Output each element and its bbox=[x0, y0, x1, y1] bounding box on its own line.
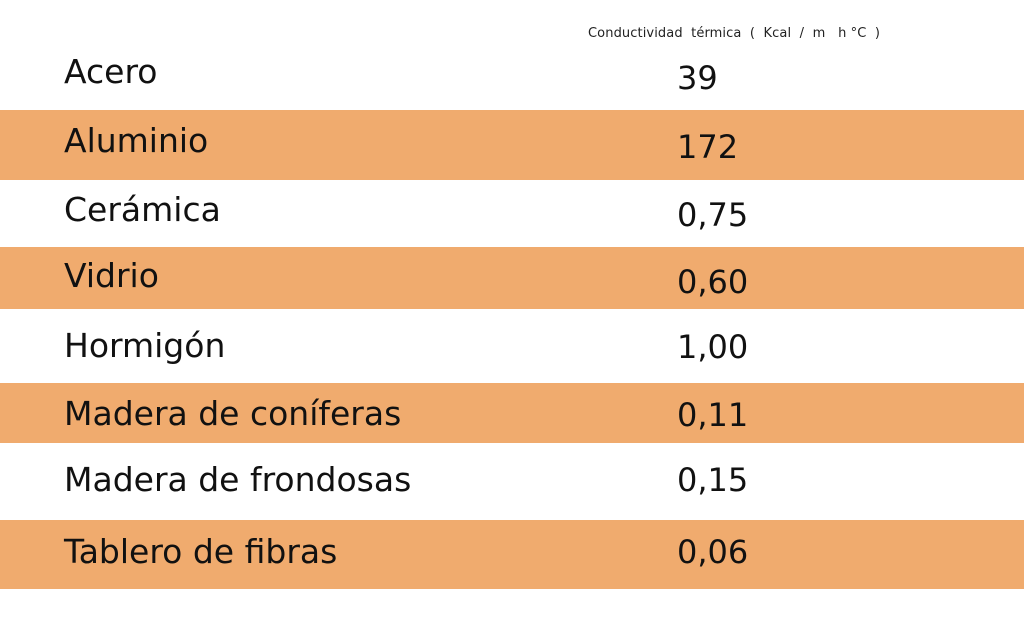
table-row: Vidrio 0,60 bbox=[0, 247, 1024, 309]
conductivity-value: 0,11 bbox=[677, 396, 749, 434]
conductivity-value: 0,60 bbox=[677, 263, 749, 301]
conductivity-value: 0,75 bbox=[677, 196, 749, 234]
material-name: Tablero de fibras bbox=[64, 532, 338, 571]
table-row: Cerámica 0,75 bbox=[0, 180, 1024, 247]
material-name: Madera de coníferas bbox=[64, 394, 402, 433]
conductivity-value: 39 bbox=[677, 59, 718, 97]
column-header: Conductividad térmica ( Kcal / m h °C ) bbox=[588, 26, 881, 41]
table-row: Acero 39 bbox=[0, 43, 1024, 110]
material-name: Madera de frondosas bbox=[64, 460, 412, 499]
material-name: Aluminio bbox=[64, 121, 209, 160]
conductivity-value: 0,15 bbox=[677, 461, 749, 499]
table-row: Tablero de fibras 0,06 bbox=[0, 520, 1024, 589]
table-row: Hormigón 1,00 bbox=[0, 309, 1024, 383]
material-name: Hormigón bbox=[64, 326, 226, 365]
material-name: Cerámica bbox=[64, 190, 221, 229]
conductivity-value: 1,00 bbox=[677, 328, 749, 366]
conductivity-table: Acero 39 Aluminio 172 Cerámica 0,75 Vidr… bbox=[0, 43, 1024, 589]
table-row: Madera de frondosas 0,15 bbox=[0, 443, 1024, 520]
table-row: Aluminio 172 bbox=[0, 110, 1024, 180]
table-row: Madera de coníferas 0,11 bbox=[0, 383, 1024, 443]
conductivity-value: 172 bbox=[677, 128, 739, 166]
conductivity-value: 0,06 bbox=[677, 533, 749, 571]
material-name: Acero bbox=[64, 52, 158, 91]
material-name: Vidrio bbox=[64, 256, 159, 295]
